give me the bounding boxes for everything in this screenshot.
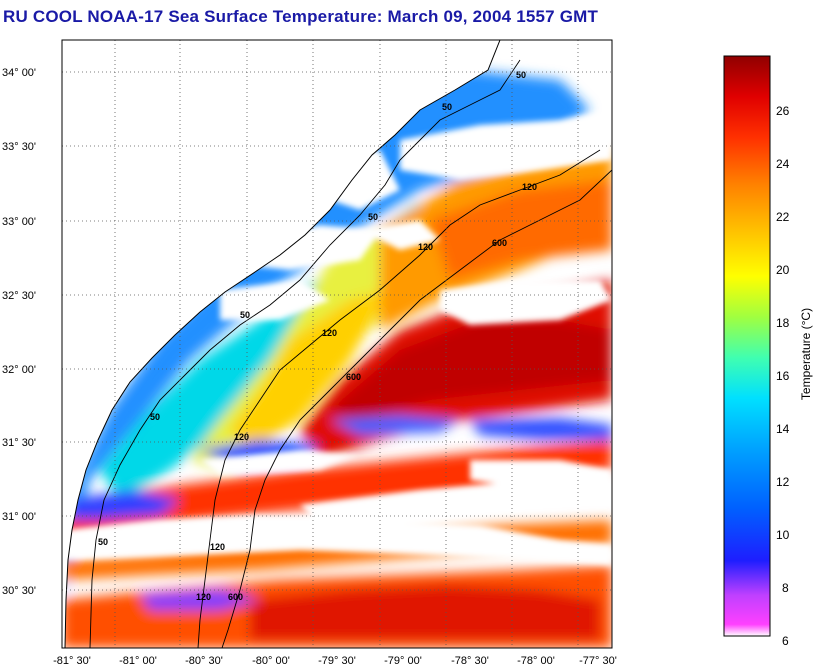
lat-tick-label: 31° 30' <box>2 437 36 449</box>
colorbar-tick-label: 16 <box>776 369 790 383</box>
colorbar-tick-label: 12 <box>776 475 790 489</box>
contour-label: 50 <box>98 537 108 547</box>
colorbar-tick-label: 10 <box>776 528 790 542</box>
lat-tick-label: 31° 00' <box>2 511 36 523</box>
colorbar-tick-label: 6 <box>782 634 789 648</box>
colorbar-tick-label: 20 <box>776 263 790 277</box>
colorbar-gradient <box>723 55 771 637</box>
map-title: RU COOL NOAA-17 Sea Surface Temperature:… <box>3 7 599 26</box>
coastline <box>64 40 501 648</box>
lat-tick-label: 32° 00' <box>2 364 36 376</box>
contour-label: 120 <box>196 592 211 602</box>
contour-label: 120 <box>418 242 433 252</box>
lon-tick-label: -81° 00' <box>119 655 157 667</box>
colorbar-tick-label: 18 <box>776 316 790 330</box>
lon-tick-label: -78° 00' <box>517 655 555 667</box>
isobath-600m <box>221 169 612 648</box>
map-frame <box>61 39 613 649</box>
lat-tick-label: 30° 30' <box>2 585 36 597</box>
lon-tick-label: -80° 30' <box>185 655 223 667</box>
sst-field <box>62 40 612 648</box>
lon-tick-label: -80° 00' <box>252 655 290 667</box>
contour-label: 120 <box>234 432 249 442</box>
lat-tick-label: 33° 00' <box>2 216 36 228</box>
colorbar-tick-label: 26 <box>776 104 790 118</box>
contour-label: 120 <box>210 542 225 552</box>
lon-tick-label: -78° 30' <box>451 655 489 667</box>
contour-label: 120 <box>522 182 537 192</box>
colorbar-tick-label: 14 <box>776 422 790 436</box>
contour-label: 50 <box>240 310 250 320</box>
lon-tick-label: -79° 30' <box>318 655 356 667</box>
latitude-axis: 34° 00' 33° 30' 33° 00' 32° 30' 32° 00' … <box>2 67 36 597</box>
land-mass <box>62 40 500 648</box>
lon-tick-label: -77° 30' <box>579 655 617 667</box>
colorbar-title: Temperature (°C) <box>799 308 813 400</box>
isobath-120m <box>197 149 601 648</box>
colorbar-tick-label: 8 <box>782 581 789 595</box>
contour-label: 600 <box>492 238 507 248</box>
colorbar-tick-label: 22 <box>776 210 790 224</box>
lat-tick-label: 34° 00' <box>2 67 36 79</box>
colorbar-tick-label: 24 <box>776 157 790 171</box>
contour-label: 120 <box>322 328 337 338</box>
isobath-50m <box>89 59 521 648</box>
lat-tick-label: 32° 30' <box>2 290 36 302</box>
contour-label: 50 <box>150 412 160 422</box>
contour-label: 600 <box>228 592 243 602</box>
lat-tick-label: 33° 30' <box>2 141 36 153</box>
lon-tick-label: -81° 30' <box>53 655 91 667</box>
temperature-colorbar: 26 24 22 20 18 16 14 12 10 8 6 Temperatu… <box>723 55 813 648</box>
contour-label: 600 <box>346 372 361 382</box>
lon-tick-label: -79° 00' <box>384 655 422 667</box>
contour-label: 50 <box>368 212 378 222</box>
longitude-axis: -81° 30' -81° 00' -80° 30' -80° 00' -79°… <box>53 655 617 667</box>
contour-label: 50 <box>516 70 526 80</box>
contour-label: 50 <box>442 102 452 112</box>
contour-labels: 50 50 50 50 50 50 120 120 120 120 120 12… <box>98 70 537 602</box>
graticule <box>62 40 612 648</box>
